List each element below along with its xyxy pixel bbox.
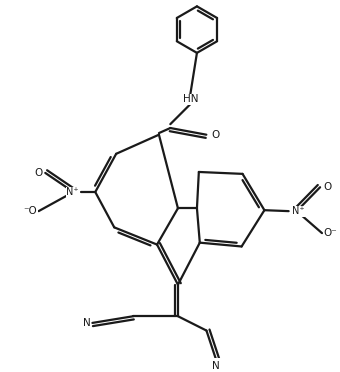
Text: N: N — [83, 318, 90, 328]
Text: HN: HN — [183, 94, 198, 105]
Text: ⁻O: ⁻O — [24, 206, 37, 216]
Text: N: N — [212, 361, 220, 371]
Text: O: O — [211, 130, 219, 140]
Text: N⁺: N⁺ — [66, 187, 79, 197]
Text: O⁻: O⁻ — [323, 228, 337, 238]
Text: O: O — [34, 168, 42, 178]
Text: O: O — [323, 182, 331, 192]
Text: N⁺: N⁺ — [292, 206, 305, 216]
